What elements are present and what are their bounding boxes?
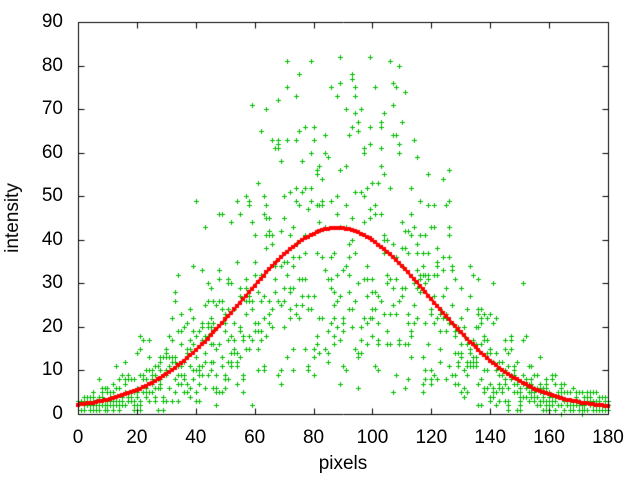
y-tick-label-80: 80	[41, 54, 63, 76]
y-tick-label-10: 10	[41, 359, 63, 381]
x-tick-label-140: 140	[474, 427, 507, 448]
x-tick-label-20: 20	[126, 427, 148, 448]
x-tick-label-180: 180	[592, 427, 624, 448]
y-tick-label-30: 30	[41, 272, 63, 294]
y-tick-label-70: 70	[41, 98, 63, 120]
y-tick-label-50: 50	[41, 185, 63, 207]
y-tick-label-40: 40	[41, 228, 63, 250]
x-tick-label-0: 0	[72, 427, 84, 448]
x-axis-title: pixels	[318, 453, 368, 474]
x-tick-label-40: 40	[185, 427, 207, 448]
x-tick-label-120: 120	[415, 427, 448, 448]
y-tick-label-60: 60	[41, 141, 63, 163]
y-tick-label-0: 0	[52, 403, 63, 424]
x-tick-label-80: 80	[302, 427, 325, 448]
x-tick-label-160: 160	[533, 427, 565, 448]
y-tick-label-20: 20	[41, 315, 63, 337]
y-tick-label-90: 90	[41, 11, 63, 32]
x-tick-label-100: 100	[356, 427, 389, 448]
x-tick-label-60: 60	[244, 427, 266, 448]
